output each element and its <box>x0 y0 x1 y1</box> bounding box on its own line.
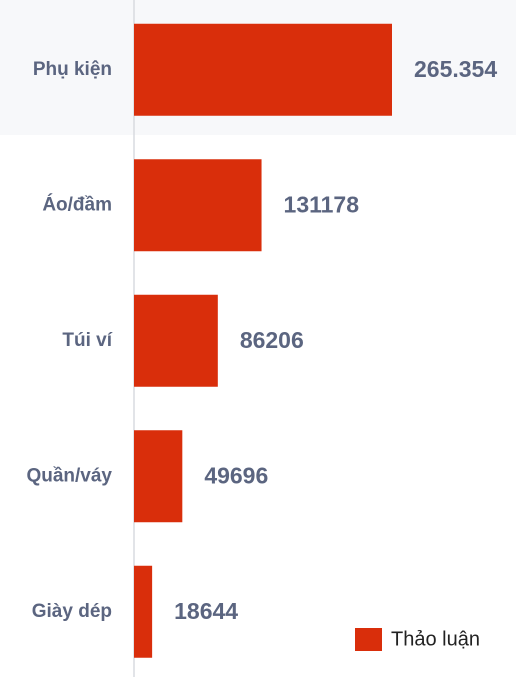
category-label: Áo/đầm <box>42 193 112 215</box>
value-label: 131178 <box>284 191 360 217</box>
bar <box>134 430 183 523</box>
legend-label: Thảo luận <box>391 628 480 650</box>
category-label: Quần/váy <box>26 465 112 486</box>
category-label: Phụ kiện <box>33 59 112 80</box>
value-label: 86206 <box>240 327 304 353</box>
value-label: 265.354 <box>414 56 497 82</box>
legend-swatch <box>355 628 382 651</box>
value-label: 49696 <box>204 462 268 488</box>
value-label: 18644 <box>174 598 238 624</box>
bar <box>134 23 392 116</box>
category-label: Giày dép <box>32 601 112 622</box>
bar <box>134 159 262 252</box>
bar <box>134 565 153 658</box>
category-label: Túi ví <box>62 330 112 351</box>
bar <box>134 294 218 387</box>
